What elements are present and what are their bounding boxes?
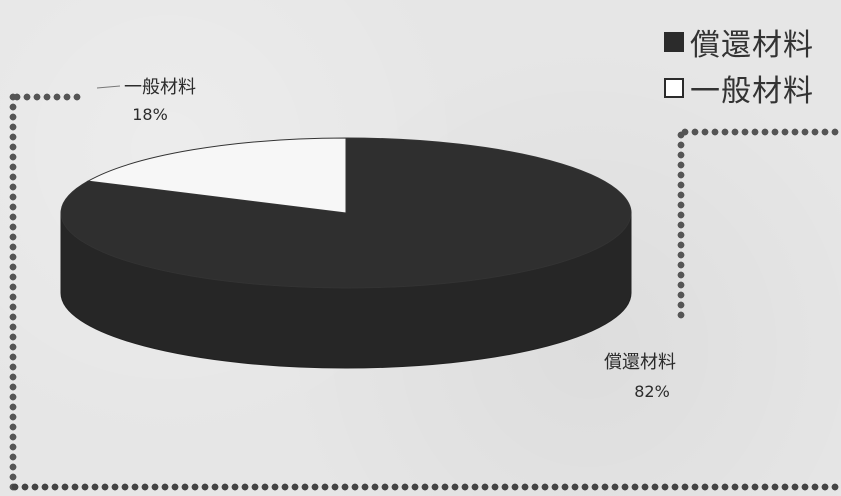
slice-label-name-1: 一般材料	[124, 77, 196, 98]
legend-label-reimbursable: 償還材料	[690, 28, 814, 63]
legend-item-reimbursable: 償還材料	[664, 20, 814, 64]
dotted-frame-top-left	[12, 92, 82, 102]
dotted-box-right-left	[676, 130, 686, 320]
slice-label-name-0: 償還材料	[604, 352, 676, 373]
dotted-box-right-top	[680, 127, 841, 137]
slice-label-percent-1: 18%	[132, 105, 168, 124]
dotted-frame-bottom	[10, 482, 841, 492]
legend-item-general: 一般材料	[664, 66, 814, 110]
legend-swatch-filled	[664, 32, 684, 52]
leader-line	[96, 85, 121, 89]
dotted-frame-left	[8, 92, 18, 492]
slice-label-percent-0: 82%	[634, 382, 670, 401]
pie-slice-1	[86, 137, 347, 214]
legend-label-general: 一般材料	[690, 74, 814, 109]
legend-swatch-empty	[664, 78, 684, 98]
legend: 償還材料 一般材料	[664, 10, 841, 109]
